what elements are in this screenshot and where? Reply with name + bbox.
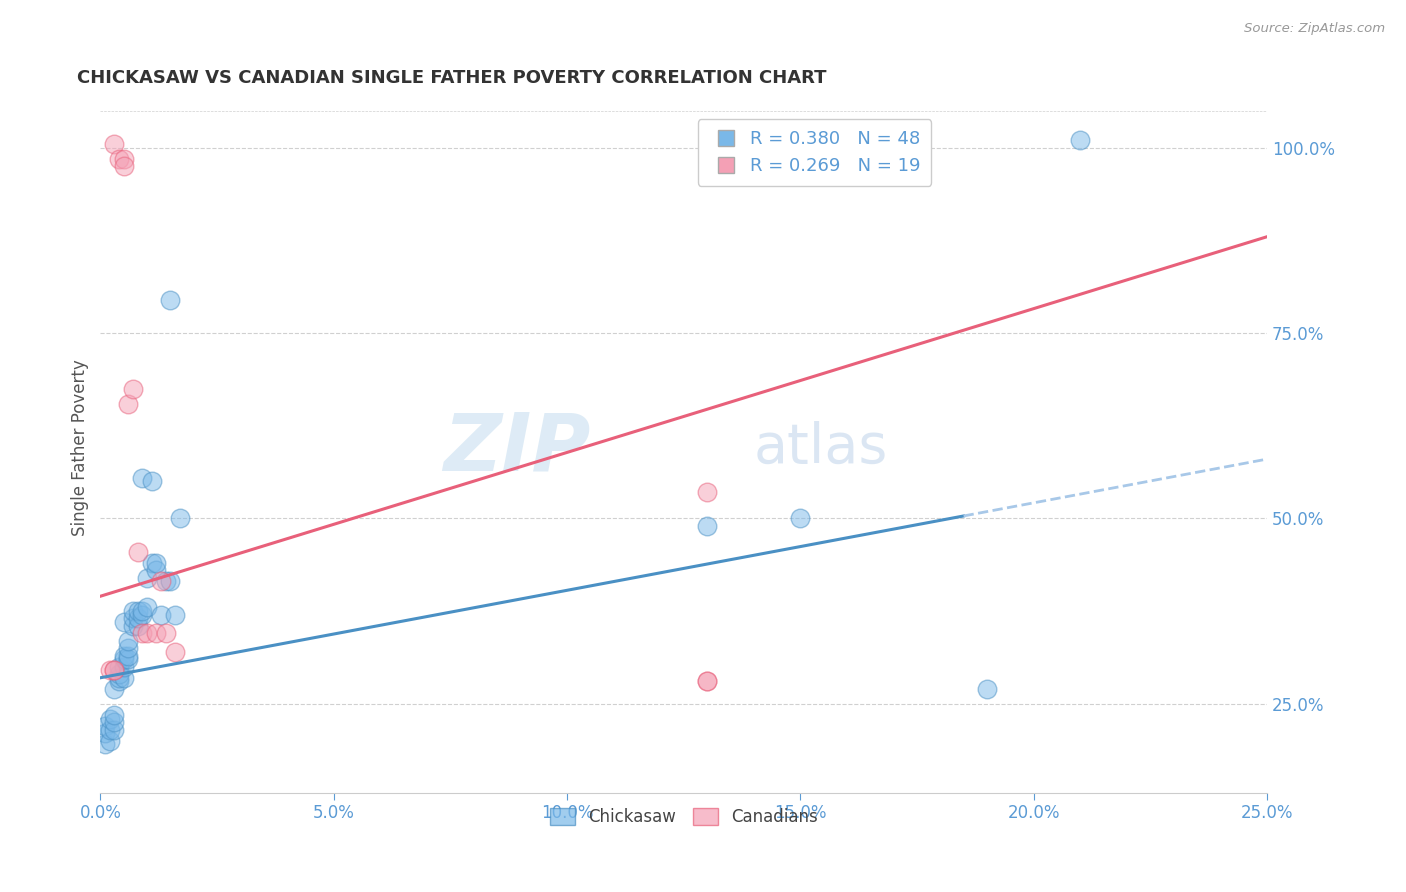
Point — [112, 615, 135, 630]
Point — [159, 574, 181, 589]
Point — [131, 626, 153, 640]
Point — [141, 475, 163, 489]
Point — [145, 556, 167, 570]
Point — [696, 674, 718, 689]
Point — [127, 619, 149, 633]
Point — [136, 600, 159, 615]
Point — [155, 574, 177, 589]
Point — [696, 485, 718, 500]
Point — [150, 607, 173, 622]
Point — [122, 619, 145, 633]
Point — [103, 664, 125, 678]
Point — [145, 626, 167, 640]
Point — [127, 604, 149, 618]
Point — [98, 664, 121, 678]
Point — [108, 671, 131, 685]
Point — [98, 712, 121, 726]
Point — [789, 511, 811, 525]
Point — [112, 659, 135, 673]
Point — [112, 648, 135, 663]
Point — [98, 733, 121, 747]
Point — [141, 556, 163, 570]
Point — [145, 563, 167, 577]
Point — [131, 604, 153, 618]
Point — [117, 633, 139, 648]
Point — [94, 726, 117, 740]
Point — [127, 545, 149, 559]
Y-axis label: Single Father Poverty: Single Father Poverty — [72, 359, 89, 536]
Point — [696, 518, 718, 533]
Point — [1069, 133, 1091, 147]
Point — [112, 159, 135, 173]
Text: Source: ZipAtlas.com: Source: ZipAtlas.com — [1244, 22, 1385, 36]
Point — [131, 607, 153, 622]
Point — [94, 719, 117, 733]
Point — [108, 659, 131, 673]
Point — [117, 648, 139, 663]
Point — [131, 470, 153, 484]
Text: CHICKASAW VS CANADIAN SINGLE FATHER POVERTY CORRELATION CHART: CHICKASAW VS CANADIAN SINGLE FATHER POVE… — [77, 69, 827, 87]
Point — [103, 137, 125, 152]
Point — [94, 738, 117, 752]
Point — [103, 715, 125, 730]
Point — [122, 604, 145, 618]
Point — [112, 152, 135, 166]
Point — [108, 152, 131, 166]
Point — [117, 652, 139, 666]
Text: ZIP: ZIP — [443, 409, 591, 487]
Point — [150, 574, 173, 589]
Point — [108, 667, 131, 681]
Point — [103, 681, 125, 696]
Point — [103, 723, 125, 737]
Point — [136, 626, 159, 640]
Point — [117, 396, 139, 410]
Point — [155, 626, 177, 640]
Text: atlas: atlas — [754, 421, 889, 475]
Point — [163, 645, 186, 659]
Point — [108, 674, 131, 689]
Point — [696, 674, 718, 689]
Point — [127, 611, 149, 625]
Point — [103, 664, 125, 678]
Point — [122, 611, 145, 625]
Point — [122, 382, 145, 396]
Point — [159, 293, 181, 307]
Point — [169, 511, 191, 525]
Point — [98, 723, 121, 737]
Point — [136, 571, 159, 585]
Point — [117, 641, 139, 656]
Point — [112, 671, 135, 685]
Legend: Chickasaw, Canadians: Chickasaw, Canadians — [543, 801, 824, 832]
Point — [976, 681, 998, 696]
Point — [112, 652, 135, 666]
Point — [103, 707, 125, 722]
Point — [163, 607, 186, 622]
